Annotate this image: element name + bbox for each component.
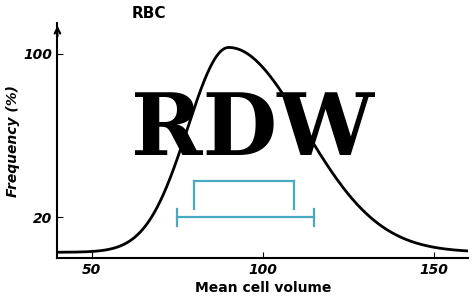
Text: RBC: RBC — [131, 5, 166, 20]
Y-axis label: Frequency (%): Frequency (%) — [6, 85, 19, 197]
Text: RDW: RDW — [131, 89, 374, 173]
X-axis label: Mean cell volume: Mean cell volume — [195, 281, 331, 296]
